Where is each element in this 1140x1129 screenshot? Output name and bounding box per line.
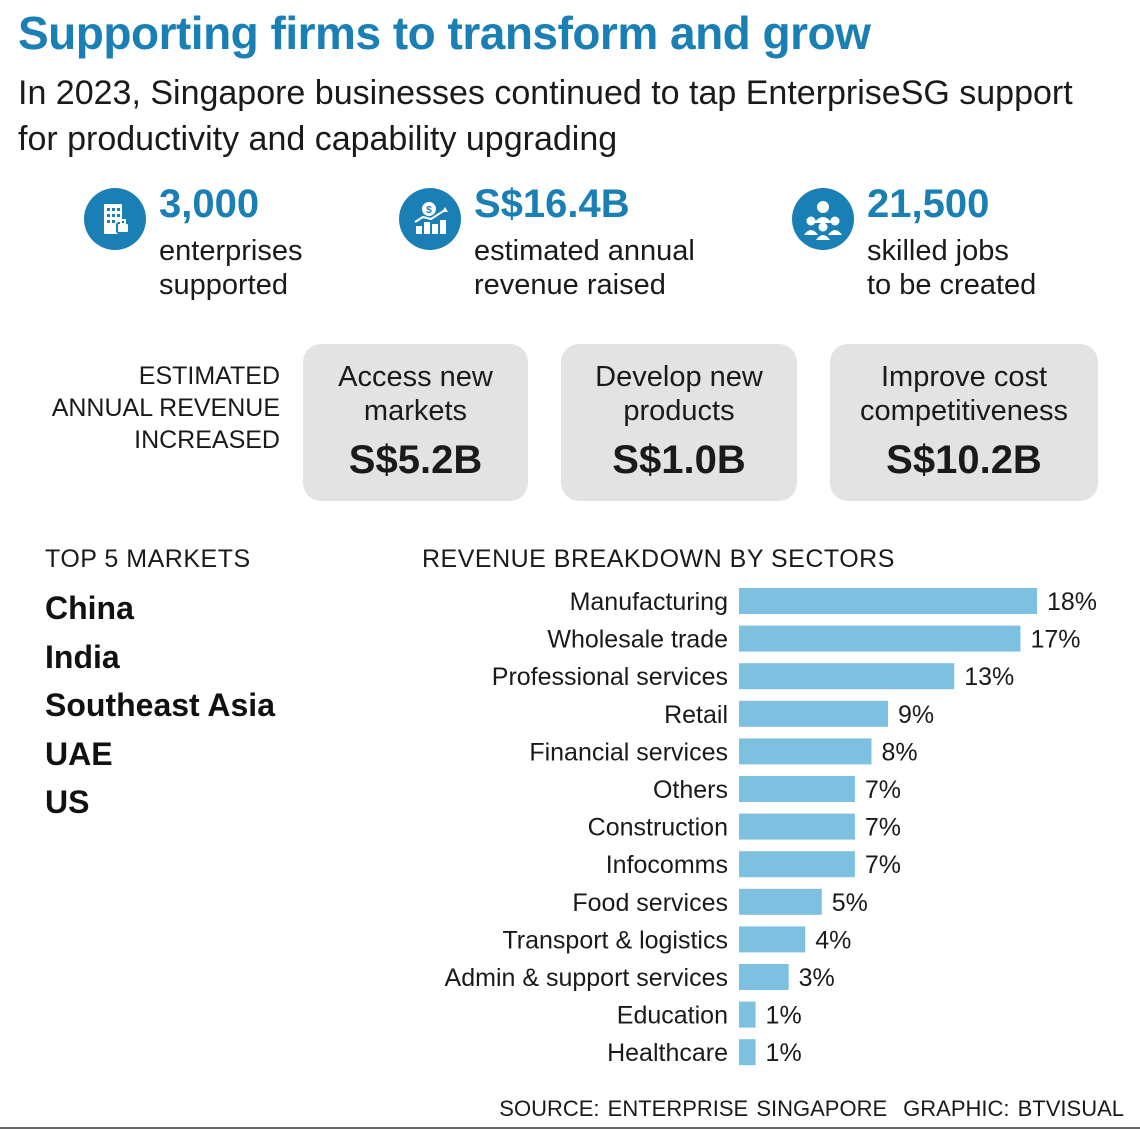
- box-label: Develop new products: [595, 361, 763, 427]
- page-title: Supporting firms to transform and grow: [18, 7, 871, 59]
- sector-label: Financial services: [529, 738, 728, 766]
- stat-description: enterprises supported: [159, 235, 303, 301]
- sector-bar: [739, 776, 855, 802]
- sector-bar: [739, 851, 855, 878]
- sector-label: Education: [617, 1002, 728, 1030]
- chart-title: REVENUE BREAKDOWN BY SECTORS: [422, 545, 895, 573]
- sector-bar: [739, 926, 806, 953]
- box-value: S$10.2B: [886, 438, 1042, 482]
- revenue-box-products: Develop new products S$1.0B: [561, 344, 797, 501]
- sector-value-label: 1%: [766, 1039, 802, 1067]
- sector-label: Healthcare: [607, 1039, 728, 1067]
- sector-bar: [739, 1039, 756, 1066]
- people-icon: [792, 188, 854, 250]
- sector-bar: [739, 700, 888, 727]
- sector-value-label: 3%: [799, 964, 835, 992]
- sector-label: Others: [653, 776, 728, 804]
- stat-description: estimated annual revenue raised: [474, 235, 695, 301]
- sector-value-label: 8%: [881, 738, 917, 766]
- sector-value-label: 4%: [815, 926, 851, 954]
- sector-bar: [739, 625, 1021, 652]
- sector-value-label: 9%: [898, 701, 934, 729]
- market-item: US: [45, 784, 90, 820]
- sector-bar: [739, 888, 822, 915]
- sector-bar: [739, 1001, 756, 1028]
- sector-bar: [739, 588, 1037, 614]
- sector-label: Manufacturing: [570, 588, 728, 616]
- stat-description: skilled jobs to be created: [867, 235, 1037, 301]
- revenue-chart-icon: $: [399, 188, 461, 250]
- sector-value-label: 17%: [1030, 626, 1080, 654]
- stat-value: 21,500: [867, 182, 990, 226]
- sector-bar: [739, 813, 855, 840]
- sector-bar: [739, 738, 872, 765]
- source-credit: SOURCE: ENTERPRISE SINGAPORE: [499, 1096, 888, 1121]
- sector-label: Construction: [588, 814, 728, 842]
- box-value: S$5.2B: [348, 438, 483, 482]
- market-item: China: [45, 590, 134, 626]
- sector-value-label: 1%: [766, 1002, 802, 1030]
- sector-label: Food services: [572, 889, 728, 917]
- sector-value-label: 13%: [964, 663, 1014, 691]
- graphic-credit: GRAPHIC: BTVISUAL: [903, 1096, 1124, 1121]
- sector-value-label: 7%: [865, 776, 901, 804]
- box-label: Improve cost competitiveness: [860, 361, 1068, 427]
- sector-value-label: 18%: [1047, 588, 1097, 616]
- stat-value: S$16.4B: [474, 182, 630, 226]
- sector-label: Wholesale trade: [547, 626, 728, 654]
- stat-value: 3,000: [159, 182, 260, 226]
- market-item: India: [45, 638, 120, 675]
- sector-value-label: 7%: [865, 851, 901, 879]
- markets-list: China India Southeast Asia UAE US: [45, 584, 275, 827]
- sector-label: Transport & logistics: [502, 926, 728, 954]
- footer-credits: SOURCE: ENTERPRISE SINGAPORE GRAPHIC: BTV…: [499, 1096, 1124, 1122]
- sector-bar: [739, 964, 789, 990]
- sector-value-label: 7%: [865, 814, 901, 842]
- building-icon: [84, 188, 146, 250]
- revenue-increase-label: ESTIMATED ANNUAL REVENUE INCREASED: [51, 362, 280, 454]
- bottom-rule: [0, 1127, 1140, 1129]
- sector-label: Retail: [664, 701, 728, 729]
- box-label: Access new markets: [338, 361, 493, 427]
- markets-heading: TOP 5 MARKETS: [45, 545, 251, 573]
- page-subtitle: In 2023, Singapore businesses continued …: [18, 74, 1073, 158]
- svg-text:$: $: [426, 205, 432, 216]
- sector-label: Admin & support services: [445, 964, 728, 992]
- market-item: Southeast Asia: [45, 687, 275, 723]
- market-item: UAE: [45, 735, 113, 772]
- sector-value-label: 5%: [832, 889, 868, 917]
- box-value: S$1.0B: [612, 438, 746, 482]
- sector-label: Infocomms: [606, 851, 728, 879]
- sector-label: Professional services: [492, 663, 728, 691]
- sector-bar: [739, 663, 955, 690]
- revenue-box-markets: Access new markets S$5.2B: [303, 344, 528, 501]
- revenue-box-cost: Improve cost competitiveness S$10.2B: [830, 344, 1098, 501]
